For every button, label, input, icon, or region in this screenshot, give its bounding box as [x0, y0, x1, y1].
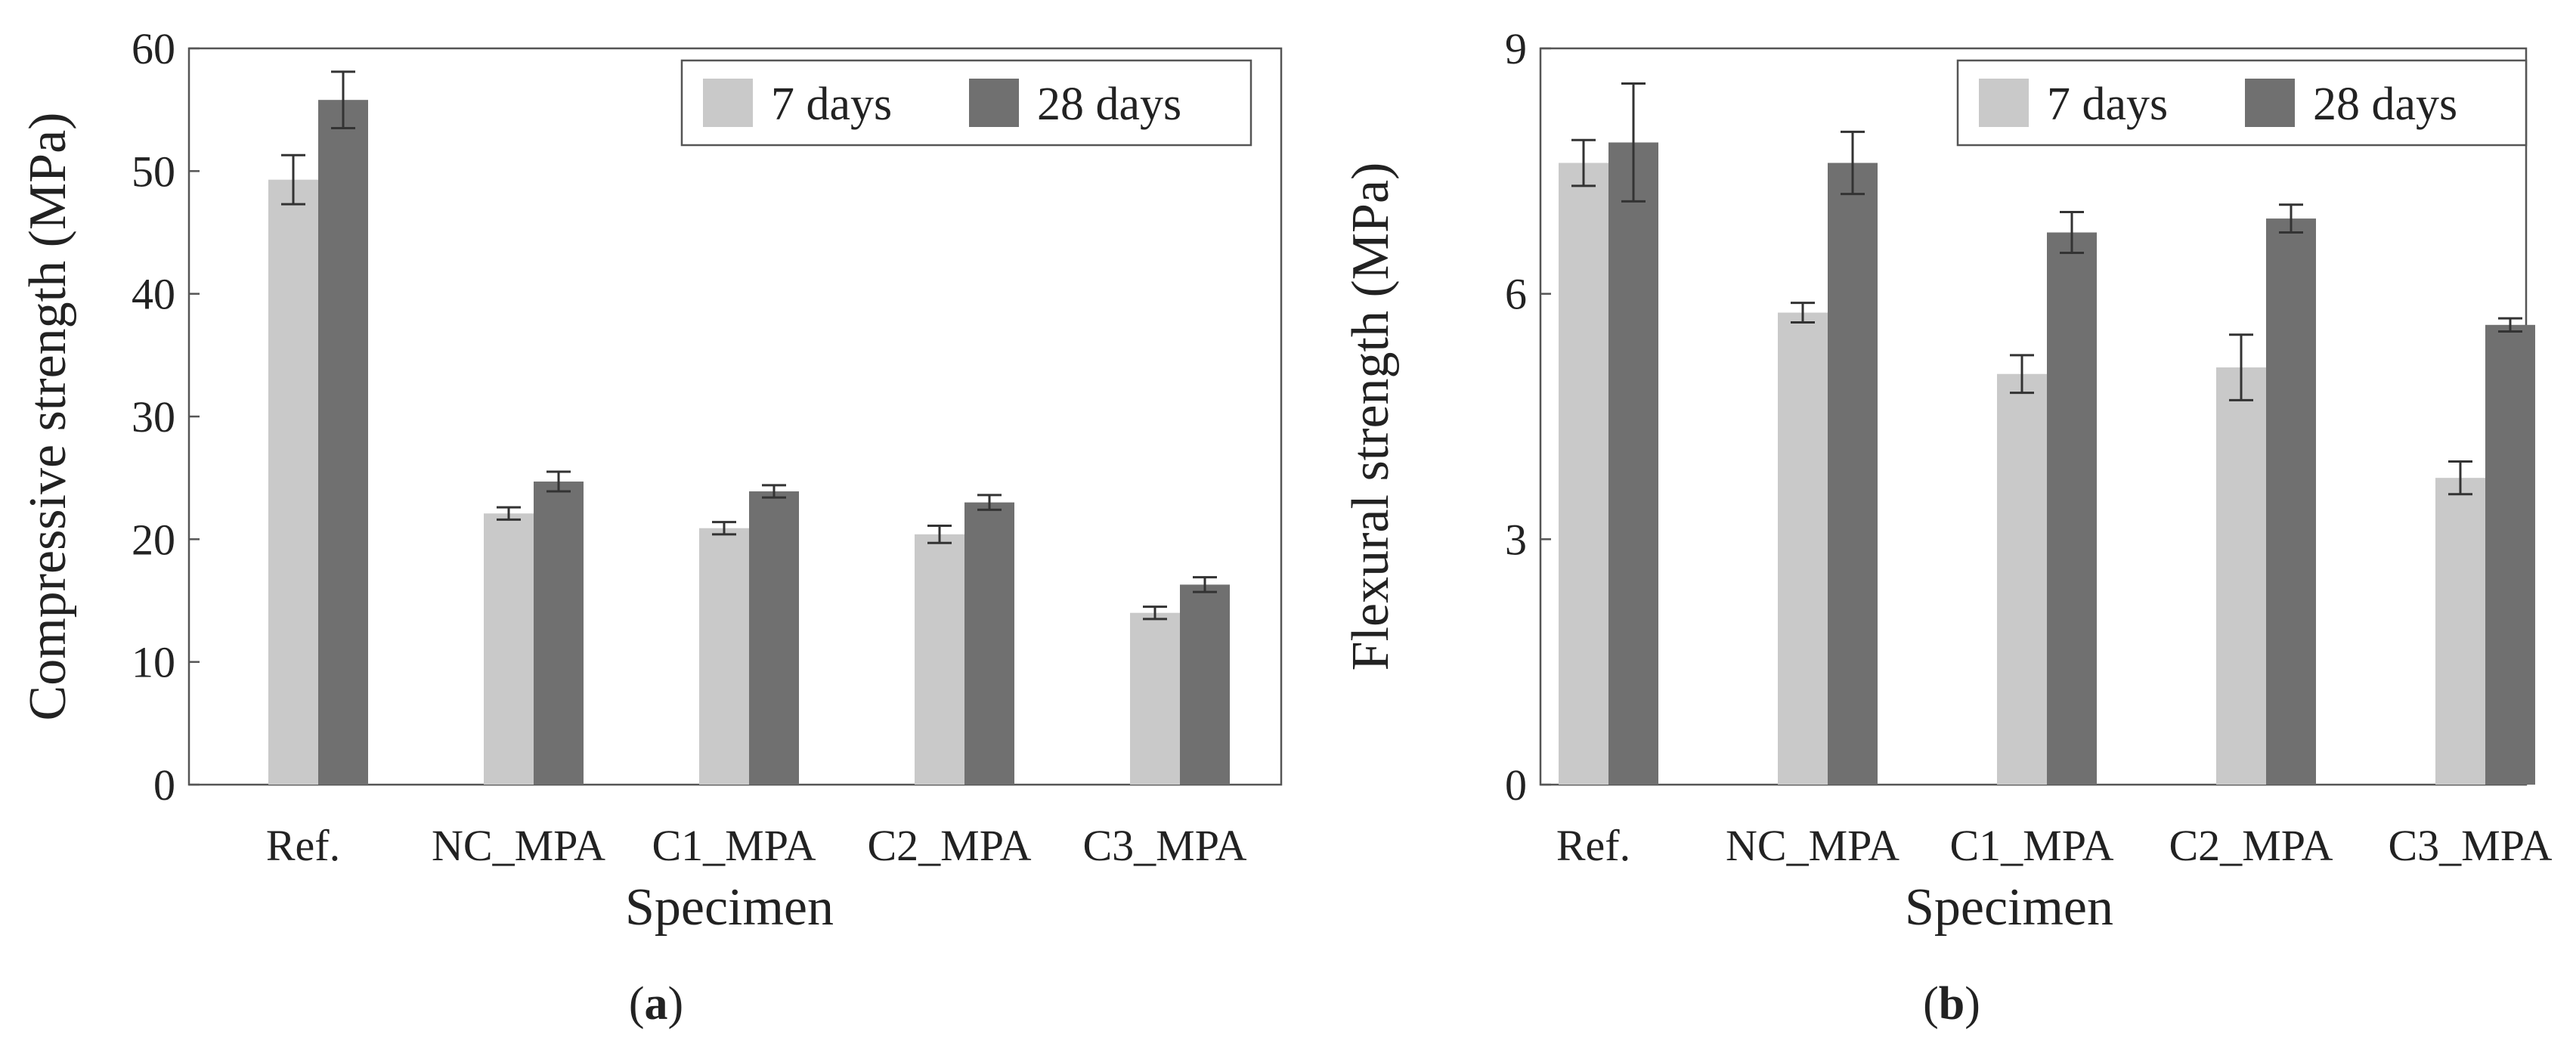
legend-swatch-28-days — [2245, 79, 2295, 127]
chart-panel-b: 0 3 6 9 Ref. NC_MPA C1_MPA C2_MPA C3_MPA Specimen… — [1342, 24, 2553, 1030]
error-bar — [1571, 138, 1596, 187]
bar-7-days — [1997, 373, 2047, 785]
x-tick-label: C1_MPA — [652, 821, 816, 870]
x-tick-label: Ref. — [266, 821, 340, 870]
bar-7-days — [1778, 312, 1828, 785]
y-tick-label: 3 — [1505, 515, 1527, 564]
x-tick-label: C3_MPA — [1082, 821, 1246, 870]
error-bar — [762, 484, 786, 499]
legend-box — [1956, 59, 2528, 147]
error-bar — [281, 153, 305, 206]
bar-7-days — [2216, 367, 2266, 785]
bar-28-days — [964, 502, 1014, 785]
legend-label-7-days: 7 days — [771, 79, 892, 130]
y-tick-label: 0 — [153, 760, 175, 810]
legend-box — [680, 59, 1252, 147]
bar-28-days — [1180, 584, 1230, 785]
legend: 7 days 28 days — [1956, 59, 2528, 147]
bar-7-days — [268, 179, 318, 785]
error-bar — [927, 524, 952, 544]
error-bar — [712, 521, 736, 536]
x-tick-label: NC_MPA — [1726, 821, 1899, 870]
bar-7-days — [2435, 478, 2485, 785]
error-bar — [2060, 210, 2084, 255]
panel-label-letter: b — [1939, 978, 1965, 1030]
x-tick-label: C2_MPA — [867, 821, 1031, 870]
bar-28-days — [534, 482, 584, 785]
bar-28-days — [2485, 324, 2535, 785]
chart-panel-a: 0 10 20 30 40 50 60 Ref. NC_MPA C1_MPA C2_MPA C3_MP… — [19, 24, 1283, 1030]
bar-28-days — [2266, 218, 2316, 785]
y-tick-label: 20 — [132, 515, 175, 564]
bar-7-days — [1559, 163, 1608, 785]
bar-7-days — [699, 528, 749, 785]
panel-label: (a) — [629, 978, 683, 1030]
x-tick-label: C2_MPA — [2169, 821, 2333, 870]
legend-swatch-7-days — [1979, 79, 2029, 127]
error-bar — [1791, 302, 1815, 324]
legend-label-28-days: 28 days — [1037, 79, 1181, 130]
bar-28-days — [749, 491, 799, 785]
x-tick-label: C3_MPA — [2388, 821, 2552, 870]
y-axis-title: Flexural strength (MPa) — [1342, 163, 1400, 671]
panel-label-letter: a — [645, 978, 668, 1030]
bar-7-days — [915, 534, 964, 785]
y-tick-label: 50 — [132, 147, 175, 196]
error-bar — [2279, 203, 2303, 234]
legend-swatch-28-days — [969, 79, 1019, 127]
legend-label-28-days: 28 days — [2313, 79, 2457, 130]
legend-swatch-7-days — [703, 79, 753, 127]
error-bar — [1841, 130, 1865, 196]
error-bar — [497, 506, 521, 521]
error-bar — [2498, 317, 2522, 333]
legend-label-7-days: 7 days — [2047, 79, 2168, 130]
error-bar — [2010, 354, 2034, 395]
bar-28-days — [1608, 142, 1658, 785]
x-tick-label: NC_MPA — [432, 821, 605, 870]
error-bar — [546, 470, 571, 493]
y-tick-label: 10 — [132, 638, 175, 687]
error-bar — [2448, 460, 2472, 496]
y-tick-label: 60 — [132, 24, 175, 73]
y-tick-label: 40 — [132, 270, 175, 319]
x-axis-title: Specimen — [625, 878, 834, 937]
x-axis-title: Specimen — [1905, 878, 2113, 937]
error-bar — [977, 494, 1002, 511]
error-bar — [1621, 82, 1646, 203]
x-tick-label: Ref. — [1556, 821, 1630, 870]
error-bar — [331, 70, 355, 130]
y-tick-label: 30 — [132, 392, 175, 441]
error-bar — [1193, 576, 1217, 593]
bar-7-days — [1130, 612, 1180, 785]
legend: 7 days 28 days — [680, 59, 1252, 147]
y-tick-label: 9 — [1505, 24, 1527, 73]
bar-28-days — [1828, 163, 1878, 785]
bar-28-days — [2047, 232, 2097, 785]
panel-label: (b) — [1923, 978, 1980, 1030]
y-tick-label: 6 — [1505, 270, 1527, 319]
x-tick-label: C1_MPA — [1949, 821, 2113, 870]
y-axis-title: Compressive strength (MPa) — [19, 113, 77, 721]
bar-28-days — [318, 100, 368, 785]
error-bar — [1143, 605, 1167, 621]
error-bar — [2229, 333, 2253, 401]
y-tick-label: 0 — [1505, 760, 1527, 810]
bar-7-days — [484, 513, 534, 785]
